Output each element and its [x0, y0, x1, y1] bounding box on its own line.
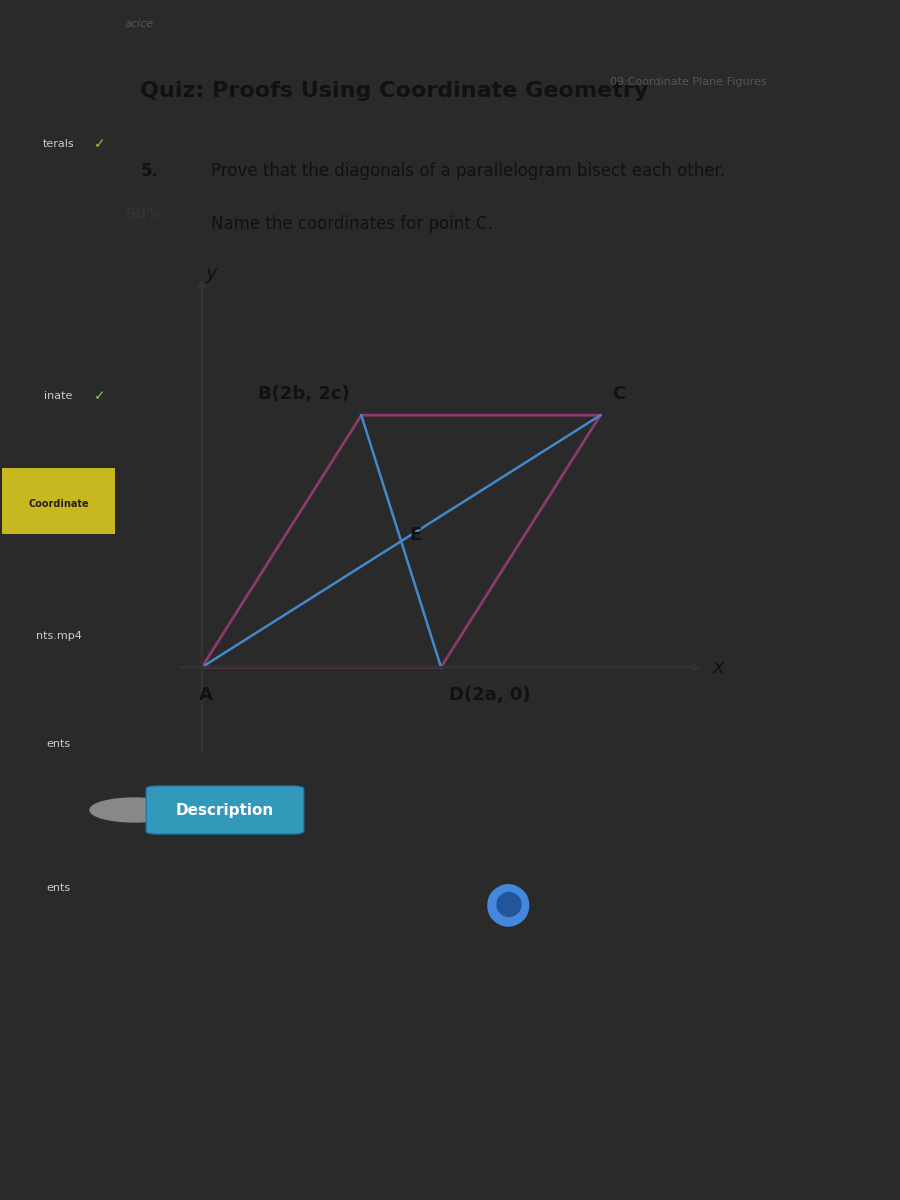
- Text: 90%: 90%: [125, 208, 161, 222]
- Text: nts.mp4: nts.mp4: [36, 631, 81, 641]
- Text: 09:Coordinate Plane Figures: 09:Coordinate Plane Figures: [610, 77, 767, 86]
- Text: C: C: [612, 384, 625, 403]
- Text: Coordinate: Coordinate: [28, 499, 89, 509]
- Text: Name the coordinates for point C.: Name the coordinates for point C.: [211, 215, 492, 233]
- Text: Coordinate: Coordinate: [28, 499, 89, 509]
- Text: Description: Description: [176, 803, 274, 817]
- Text: A: A: [199, 686, 212, 704]
- Text: D(2a, 0): D(2a, 0): [449, 686, 531, 704]
- Text: ents: ents: [47, 883, 70, 893]
- Text: Quiz: Proofs Using Coordinate Geometry: Quiz: Proofs Using Coordinate Geometry: [140, 80, 649, 101]
- Text: y: y: [206, 264, 217, 283]
- FancyBboxPatch shape: [146, 786, 304, 834]
- Text: ✓: ✓: [94, 137, 105, 151]
- Text: 5.: 5.: [140, 162, 158, 180]
- Text: Prove that the diagonals of a parallelogram bisect each other.: Prove that the diagonals of a parallelog…: [211, 162, 725, 180]
- Text: ⬤: ⬤: [494, 892, 523, 917]
- Circle shape: [90, 798, 180, 822]
- FancyBboxPatch shape: [3, 468, 114, 534]
- Text: acice: acice: [125, 19, 154, 29]
- Text: ents: ents: [47, 739, 70, 749]
- Text: ⬤: ⬤: [485, 883, 532, 925]
- Text: ✓: ✓: [94, 389, 105, 403]
- Text: E: E: [410, 526, 421, 544]
- Text: terals: terals: [42, 139, 75, 149]
- Text: B(2b, 2c): B(2b, 2c): [257, 384, 349, 403]
- Text: inate: inate: [44, 391, 73, 401]
- Text: x: x: [712, 658, 724, 677]
